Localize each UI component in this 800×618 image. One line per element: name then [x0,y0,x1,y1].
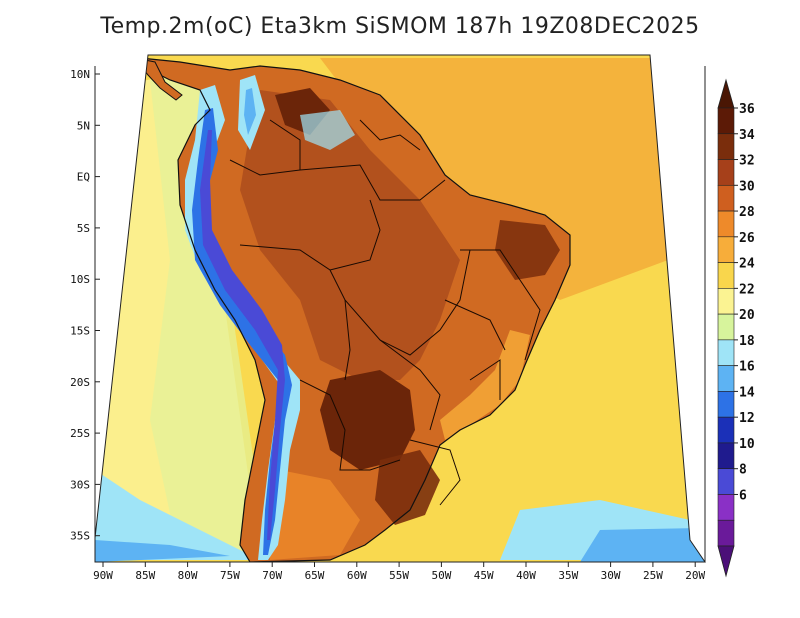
northeast-hot-zone [495,220,560,280]
galapagos-islands [100,178,104,182]
lat-label: 10S [70,273,90,286]
lon-label: 55W [389,569,409,582]
colorbar-segment [717,210,735,238]
lon-label: 75W [220,569,240,582]
chaco-hot-core [320,370,415,470]
lat-label: 30S [70,478,90,491]
colorbar-segment [717,416,735,444]
lat-label: 25S [70,427,90,440]
colorbar-label: 22 [739,282,755,297]
lon-label: 25W [643,569,663,582]
colorbar-segment [717,288,735,315]
coastline [138,57,571,562]
colorbar-segment [717,133,735,160]
lon-label: 40W [516,569,536,582]
latitude-axis: 10N 5N EQ 5S 10S 15S 20S 25S 30S 35S [70,68,100,543]
colorbar-label: 16 [739,360,755,375]
colorbar-segment [717,442,735,470]
political-borders [229,119,541,506]
colorbar-label: 10 [739,437,755,452]
pacific-coastal-band [150,70,265,560]
colorbar-label: 18 [739,334,755,349]
colorbar: 36 34 32 30 28 26 24 22 20 18 16 14 12 10 8 6 [717,78,755,578]
galapagos-islands-2 [106,181,110,185]
colorbar-segment [717,519,735,547]
map-field [95,55,705,562]
colorbar-label: 24 [739,257,755,272]
colorbar-segment [717,236,735,263]
lon-label: 70W [262,569,282,582]
colorbar-segment [717,494,735,521]
lon-label: 20W [685,569,705,582]
lat-label: 10N [70,68,90,81]
colorbar-segment [717,107,735,135]
colorbar-label: 30 [739,179,755,194]
north-atlantic-warm [320,58,668,300]
colombia-andes-core [244,88,256,135]
lat-label: EQ [77,171,90,184]
lon-label: 35W [558,569,578,582]
colorbar-label: 12 [739,411,755,426]
colorbar-segment [717,313,735,341]
andes-cold-core [192,108,292,555]
colorbar-label: 8 [739,463,747,478]
lat-label: 5N [77,119,90,132]
lat-label: 20S [70,376,90,389]
lon-label: 30W [601,569,621,582]
colorbar-segment [717,159,735,186]
colorbar-segment [717,468,735,495]
colorbar-segment [717,391,735,418]
colorbar-top-arrow [717,78,735,109]
colorbar-label: 14 [739,385,755,400]
colorbar-segment [717,339,735,366]
colorbar-segment [717,262,735,289]
south-pacific-cold [95,540,230,562]
south-brazil-hot [375,450,440,525]
axis-frame [94,66,706,563]
colorbar-label: 34 [739,128,755,143]
lat-label: 5S [77,222,90,235]
lon-label: 50W [431,569,451,582]
colorbar-segment [717,184,735,212]
colorbar-segment [717,365,735,392]
lat-label: 15S [70,325,90,338]
longitude-axis: 90W 85W 80W 75W 70W 65W 60W 55W 50W 45W 40W 35W 30W 2… [93,562,706,582]
guiana-highland [300,110,355,150]
south-pacific-cool [95,470,260,560]
colorbar-label: 28 [739,205,755,220]
colorbar-label: 32 [739,154,755,169]
colorbar-bottom-arrow [717,545,735,578]
colorbar-label: 20 [739,308,755,323]
colorbar-label: 6 [739,488,747,503]
east-coast-mild [440,330,530,440]
andes-coldest-ridge [200,130,285,540]
lon-label: 65W [305,569,325,582]
lon-label: 85W [135,569,155,582]
lat-label: 35S [70,530,90,543]
interior-hot-zone [240,90,460,380]
argentina-mild [270,470,360,560]
lon-label: 60W [347,569,367,582]
lon-label: 45W [474,569,494,582]
lon-label: 90W [93,569,113,582]
south-atlantic-cold [580,528,705,562]
colorbar-label: 36 [739,102,755,117]
map-title: Temp.2m(oC) Eta3km SiSMOM 187h 19Z08DEC2… [100,14,700,39]
lon-label: 80W [178,569,198,582]
colorbar-label: 26 [739,231,755,246]
